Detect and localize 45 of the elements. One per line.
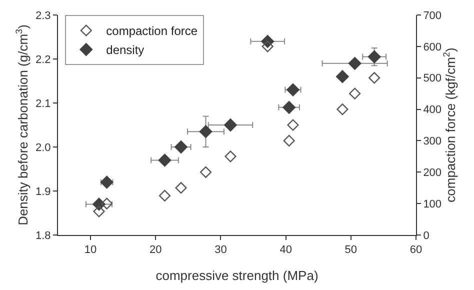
x-tick-label: 50 — [344, 244, 358, 256]
y2-tick-label: 0 — [423, 230, 430, 242]
y2-tick-label: 200 — [423, 166, 442, 179]
point — [368, 50, 381, 64]
point — [349, 88, 361, 100]
point — [174, 140, 188, 154]
point — [175, 182, 187, 194]
point — [336, 70, 349, 84]
y2-tick-label: 100 — [423, 198, 442, 210]
point — [336, 103, 348, 116]
point — [262, 40, 274, 52]
y-tick-label: 2.1 — [36, 98, 51, 110]
y-tick-label: 2.0 — [36, 142, 51, 154]
point — [286, 83, 300, 96]
x-axis-title: compressive strength (MPa) — [156, 268, 318, 283]
point — [368, 72, 380, 84]
legend-label: density — [106, 43, 144, 58]
y-tick-label: 1.9 — [36, 186, 51, 198]
point — [224, 150, 236, 162]
x-tick-label: 10 — [84, 244, 97, 256]
y-tick-label: 2.2 — [36, 54, 51, 66]
point — [158, 190, 171, 202]
point — [224, 118, 237, 132]
point — [283, 134, 295, 147]
point — [93, 206, 105, 218]
y2-tick-label: 500 — [423, 72, 442, 85]
point — [200, 166, 212, 178]
y2-tick-label: 400 — [423, 104, 442, 116]
y2-tick-label: 300 — [423, 136, 442, 148]
point — [158, 154, 172, 167]
x-tick-label: 60 — [410, 244, 422, 256]
point — [282, 100, 296, 114]
y2-tick-label: 600 — [423, 41, 442, 54]
point — [199, 125, 212, 138]
x-tick-label: 40 — [280, 244, 292, 256]
point — [287, 119, 299, 131]
y-tick-label: 2.3 — [36, 10, 51, 22]
x-tick-label: 30 — [214, 244, 227, 256]
point — [100, 176, 114, 189]
point — [101, 198, 113, 210]
x-tick-label: 20 — [150, 244, 162, 256]
y-tick-label: 1.8 — [36, 230, 51, 242]
point — [348, 56, 362, 70]
legend-label: compaction force — [106, 24, 198, 38]
y2-tick-label: 700 — [423, 10, 442, 22]
